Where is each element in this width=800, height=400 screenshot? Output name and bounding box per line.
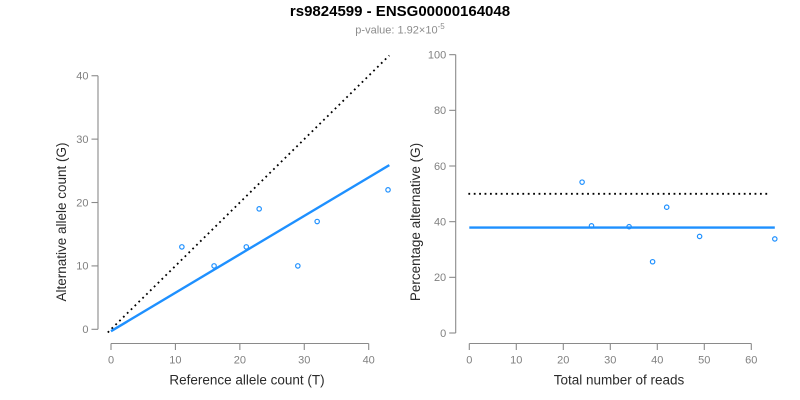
- y-tick-label: 0: [82, 324, 88, 336]
- y-tick-label: 20: [76, 197, 88, 209]
- data-point: [626, 223, 632, 230]
- data-point: [211, 263, 217, 269]
- pvalue-text: p-value: 1.92×10: [355, 24, 438, 37]
- y-tick-label: 30: [76, 134, 88, 146]
- x-axis-title: Total number of reads: [554, 373, 685, 388]
- y-tick-label: 40: [76, 71, 88, 83]
- x-tick-label: 10: [169, 355, 181, 367]
- x-tick-label: 60: [745, 355, 757, 367]
- x-tick-label: 20: [234, 355, 246, 367]
- y-tick-label: 80: [434, 105, 446, 117]
- y-tick-label: 20: [434, 272, 446, 284]
- data-point: [314, 218, 320, 225]
- y-tick-label: 10: [76, 261, 88, 273]
- pvalue-exponent: -5: [437, 22, 445, 31]
- figure-title: rs9824599 - ENSG00000164048: [289, 3, 511, 20]
- plot-percentage-vs-reads: 0 20 40 60 80 100 0 10 20 30 40 50 60 Total number of…: [408, 49, 778, 388]
- data-point: [696, 233, 703, 240]
- y-tick-label: 0: [440, 328, 446, 340]
- x-tick-label: 40: [651, 355, 663, 367]
- data-point: [649, 258, 656, 265]
- y-tick-label: 100: [428, 49, 446, 61]
- x-tick-label: 30: [604, 355, 616, 367]
- y-tick-label: 60: [434, 161, 446, 173]
- fit-line: [110, 164, 390, 333]
- x-tick-label: 0: [108, 355, 114, 367]
- x-tick-label: 20: [557, 355, 569, 367]
- x-tick-label: 0: [466, 355, 472, 367]
- x-tick-label: 30: [298, 355, 310, 367]
- data-point: [385, 187, 391, 193]
- figure-subtitle: p-value: 1.92×10-5: [0, 22, 800, 37]
- x-tick-label: 40: [363, 355, 375, 367]
- data-point: [243, 244, 250, 250]
- data-point: [588, 223, 595, 229]
- data-point: [579, 179, 585, 185]
- y-tick-label: 40: [434, 216, 446, 228]
- plot-allele-counts: 0 10 20 30 40 0 10 20 30 40 Reference allele count…: [54, 54, 391, 388]
- data-point: [771, 236, 778, 242]
- data-point: [256, 206, 262, 212]
- x-tick-label: 10: [510, 355, 522, 367]
- data-point: [663, 204, 670, 210]
- data-point: [179, 244, 185, 250]
- x-axis-title: Reference allele count (T): [169, 373, 324, 388]
- y-axis-title: Alternative allele count (G): [54, 142, 69, 301]
- data-point: [295, 263, 301, 269]
- identity-line: [107, 54, 390, 334]
- y-axis-title: Percentage alternative (G): [408, 143, 423, 301]
- x-tick-label: 50: [698, 355, 710, 367]
